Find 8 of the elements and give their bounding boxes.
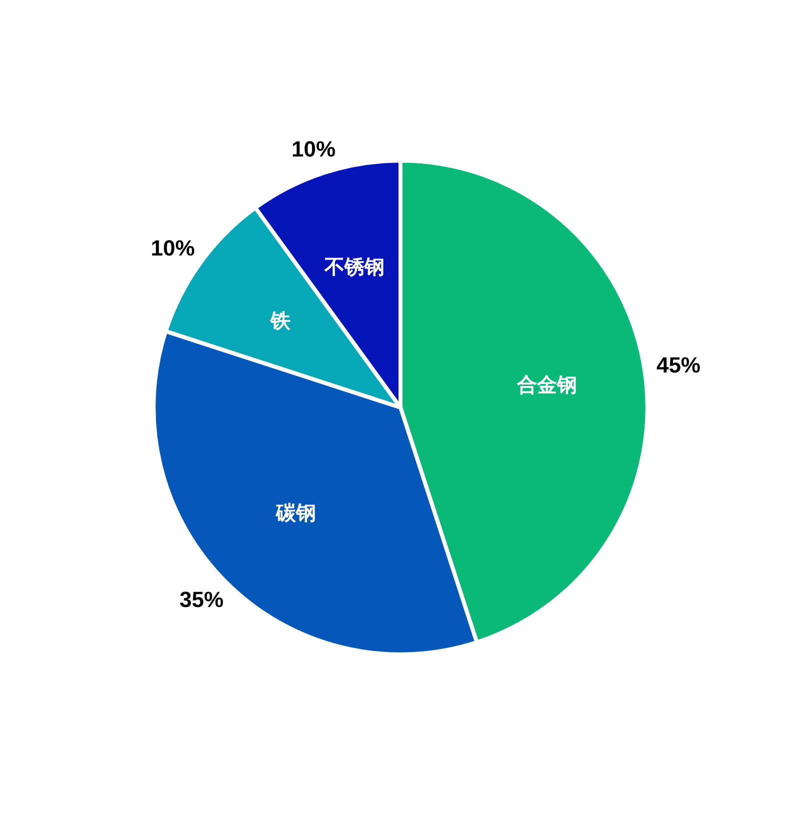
data-label: 10% (150, 235, 195, 260)
data-label: 35% (179, 587, 224, 612)
data-label: 10% (292, 136, 336, 162)
slice-label: 不锈钢 (324, 254, 385, 279)
slice-label: 碳钢 (274, 500, 316, 524)
data-label: 45% (656, 352, 701, 378)
slice-label: 铁 (270, 308, 292, 332)
slice-label: 合金钢 (516, 372, 577, 396)
